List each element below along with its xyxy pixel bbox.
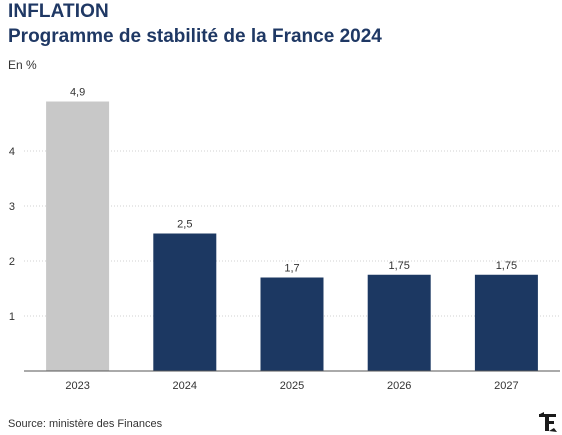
bar-2025 (260, 277, 324, 371)
bar-2023 (46, 101, 110, 371)
x-tick-label: 2025 (280, 380, 304, 392)
chart-subtitle: Programme de stabilité de la France 2024 (8, 26, 382, 47)
x-tick-label: 2027 (494, 380, 518, 392)
bar-2027 (474, 274, 538, 371)
bar-2024 (153, 233, 217, 371)
x-tick-label: 2026 (387, 380, 411, 392)
x-tick-label: 2023 (65, 380, 89, 392)
y-tick-label: 4 (9, 146, 15, 158)
bar-chart: 1 2 3 4 4,9 2023 2,5 2024 1,7 2025 1,75 2026 1,75 202… (9, 87, 560, 392)
data-label: 1,7 (284, 263, 299, 275)
data-label: 2,5 (177, 219, 192, 231)
chart-title: INFLATION (8, 1, 109, 22)
x-tick-label: 2024 (173, 380, 197, 392)
y-tick-label: 1 (9, 311, 15, 323)
source-note: Source: ministère des Finances (8, 418, 163, 430)
data-label: 4,9 (70, 87, 85, 99)
le-figaro-logo-icon (539, 412, 557, 432)
data-label: 1,75 (496, 260, 517, 272)
bar-2026 (367, 274, 431, 371)
y-tick-label: 3 (9, 201, 15, 213)
data-label: 1,75 (388, 260, 409, 272)
y-axis-unit-label: En % (8, 58, 37, 72)
y-tick-label: 2 (9, 256, 15, 268)
